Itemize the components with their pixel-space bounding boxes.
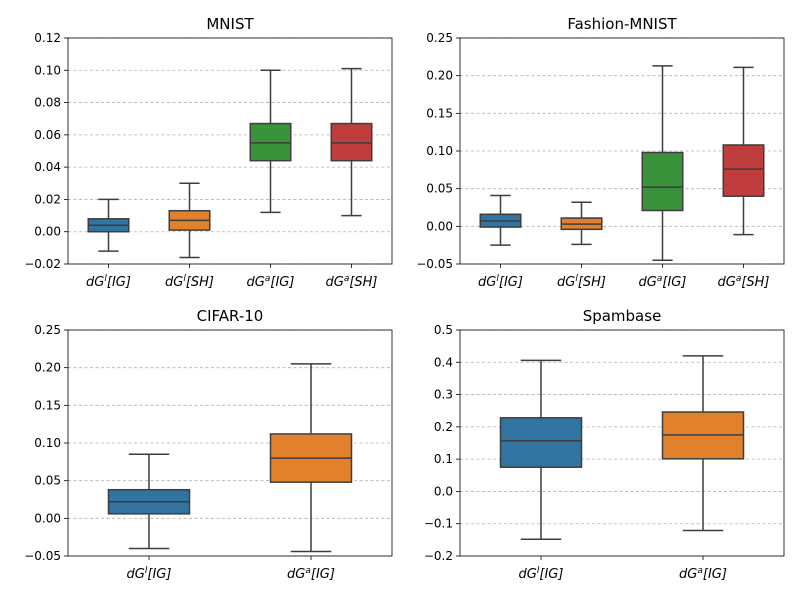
- y-tick-label: 0.25: [426, 31, 453, 45]
- y-tick-label: −0.02: [24, 257, 61, 271]
- y-tick-label: −0.05: [416, 257, 453, 271]
- y-tick-label: −0.05: [24, 549, 61, 563]
- iqr-box: [722, 144, 765, 197]
- iqr-box: [330, 122, 373, 162]
- y-tick-label: 0.00: [426, 219, 453, 233]
- y-tick-label: 0.08: [34, 96, 61, 110]
- y-tick-label: 0.06: [34, 128, 61, 142]
- y-tick-label: 0.04: [34, 160, 61, 174]
- y-tick-label: 0.00: [34, 511, 61, 525]
- y-tick-label: 0.20: [426, 69, 453, 83]
- y-tick-label: 0.25: [34, 323, 61, 337]
- y-tick-label: 0.4: [434, 355, 453, 369]
- x-tick-label: dGa[IG]: [679, 566, 727, 582]
- box-1: [87, 198, 130, 252]
- x-tick-label: dGa[IG]: [287, 566, 335, 582]
- y-tick-label: 0.05: [34, 474, 61, 488]
- box-3: [249, 69, 292, 214]
- panel-1: −0.02 0.00 0.02 0.04 0.06 0.08 0.10 0.12 dGl[IG]…: [24, 15, 393, 290]
- panel-4: −0.2 −0.1 0.0 0.1 0.2 0.3 0.4 0.5 dGl[IG] dGa[IG]…: [424, 307, 785, 582]
- box-4: [722, 66, 765, 236]
- axes-frame: [67, 329, 393, 557]
- chart-title: CIFAR-10: [197, 307, 264, 325]
- box-2: [560, 201, 603, 246]
- y-tick-label: −0.1: [424, 517, 453, 531]
- chart-title: Spambase: [583, 307, 662, 325]
- x-tick-label: dGl[IG]: [478, 274, 523, 290]
- y-tick-label: 0.0: [434, 484, 453, 498]
- box-1: [479, 194, 522, 246]
- iqr-box: [249, 122, 292, 162]
- box-2: [269, 363, 353, 553]
- iqr-box: [499, 417, 583, 468]
- y-tick-label: 0.10: [34, 63, 61, 77]
- panel-2: −0.05 0.00 0.05 0.10 0.15 0.20 0.25 dGl[IG] dGl[…: [416, 15, 785, 290]
- y-tick-label: 0.1: [434, 452, 453, 466]
- y-tick-label: 0.00: [34, 225, 61, 239]
- chart-title: MNIST: [206, 15, 254, 33]
- y-tick-label: 0.02: [34, 192, 61, 206]
- box-1: [499, 359, 583, 540]
- x-tick-label: dGl[SH]: [165, 274, 214, 290]
- x-tick-label: dGa[IG]: [247, 274, 295, 290]
- y-tick-label: 0.3: [434, 388, 453, 402]
- chart-title: Fashion-MNIST: [567, 15, 677, 33]
- axes-frame: [459, 329, 785, 557]
- x-tick-label: dGa[SH]: [325, 274, 377, 290]
- box-4: [330, 67, 373, 217]
- x-tick-label: dGl[SH]: [557, 274, 606, 290]
- y-tick-label: 0.05: [426, 182, 453, 196]
- box-2: [168, 182, 211, 259]
- box-3: [641, 65, 684, 261]
- x-tick-label: dGl[IG]: [86, 274, 131, 290]
- x-tick-label: dGa[IG]: [639, 274, 687, 290]
- x-tick-label: dGa[SH]: [717, 274, 769, 290]
- axes-frame: [459, 37, 785, 265]
- panel-3: −0.05 0.00 0.05 0.10 0.15 0.20 0.25 dGl[IG] dGa[…: [24, 307, 393, 582]
- iqr-box: [641, 151, 684, 212]
- box-2: [661, 355, 745, 532]
- y-tick-label: 0.10: [426, 144, 453, 158]
- y-tick-label: 0.2: [434, 420, 453, 434]
- y-tick-label: 0.10: [34, 436, 61, 450]
- y-tick-label: 0.12: [34, 31, 61, 45]
- y-tick-label: 0.20: [34, 361, 61, 375]
- y-tick-label: 0.15: [426, 106, 453, 120]
- y-tick-label: 0.15: [34, 398, 61, 412]
- axes-frame: [67, 37, 393, 265]
- x-tick-label: dGl[IG]: [519, 566, 564, 582]
- x-tick-label: dGl[IG]: [127, 566, 172, 582]
- y-tick-label: −0.2: [424, 549, 453, 563]
- box-1: [107, 453, 191, 550]
- y-tick-label: 0.5: [434, 323, 453, 337]
